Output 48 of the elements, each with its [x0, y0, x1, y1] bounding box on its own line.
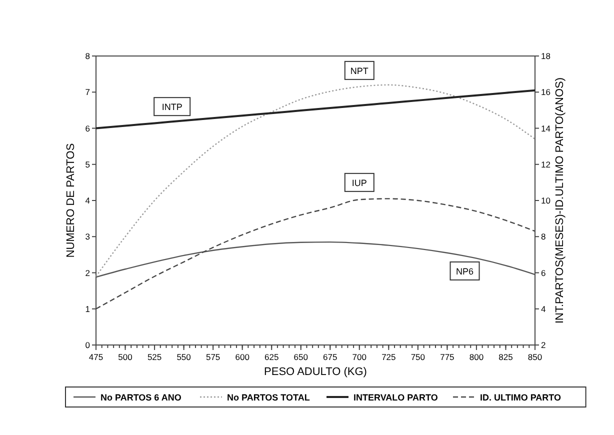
x-tick-label: 800	[469, 352, 484, 362]
y-tick-label: 0	[85, 340, 90, 350]
y2-tick-label: 6	[541, 268, 546, 278]
x-tick-label: 600	[235, 352, 250, 362]
x-tick-label: 700	[352, 352, 367, 362]
y2-tick-label: 10	[541, 196, 551, 206]
y-tick-label: 8	[85, 51, 90, 61]
x-axis-title: PESO ADULTO (KG)	[264, 366, 367, 378]
y2-tick-label: 4	[541, 304, 546, 314]
y-tick-label: 3	[85, 232, 90, 242]
x-tick-label: 725	[382, 352, 396, 362]
annotation: IUP	[352, 178, 367, 188]
y2-axis-title: INT.PARTOS(MESES)-ID.ULTIMO PARTO(ANOS)	[554, 77, 566, 324]
x-tick-label: 475	[88, 352, 104, 362]
x-tick-label: 650	[294, 352, 308, 362]
x-tick-label: 575	[206, 352, 220, 362]
y-tick-label: 2	[85, 268, 90, 278]
x-tick-label: 850	[528, 352, 542, 362]
x-tick-label: 500	[118, 352, 133, 362]
x-tick-label: 525	[147, 352, 162, 362]
legend-label: No PARTOS 6 ANO	[100, 392, 182, 402]
x-tick-label: 625	[264, 352, 279, 362]
y2-tick-label: 8	[541, 232, 546, 242]
line-series	[95, 241, 536, 278]
annotation: NPT	[350, 66, 369, 76]
y2-tick-label: 14	[541, 123, 551, 134]
y-axis-title: NUMERO DE PARTOS	[65, 143, 77, 258]
y-tick-label: 7	[85, 87, 90, 98]
x-tick-label: 775	[440, 352, 455, 362]
y2-tick-label: 2	[541, 340, 546, 350]
x-tick-label: 750	[410, 352, 426, 362]
line-series	[95, 84, 536, 277]
annotation: INTP	[162, 102, 182, 112]
legend-label: No PARTOS TOTAL	[227, 392, 310, 402]
y-tick-label: 5	[85, 159, 90, 170]
y-tick-label: 4	[85, 196, 90, 206]
y2-tick-label: 16	[541, 87, 551, 98]
x-tick-label: 825	[498, 352, 514, 362]
x-tick-label: 675	[323, 352, 338, 362]
y2-tick-label: 12	[541, 159, 551, 170]
legend-label: INTERVALO PARTO	[354, 392, 438, 402]
line-series	[95, 89, 536, 130]
legend-label: ID. ULTIMO PARTO	[480, 392, 561, 402]
x-tick-label: 550	[176, 352, 192, 362]
y-tick-label: 6	[85, 123, 90, 134]
annotation: NP6	[456, 266, 474, 276]
y-tick-label: 1	[85, 304, 90, 314]
y2-tick-label: 18	[541, 51, 551, 61]
